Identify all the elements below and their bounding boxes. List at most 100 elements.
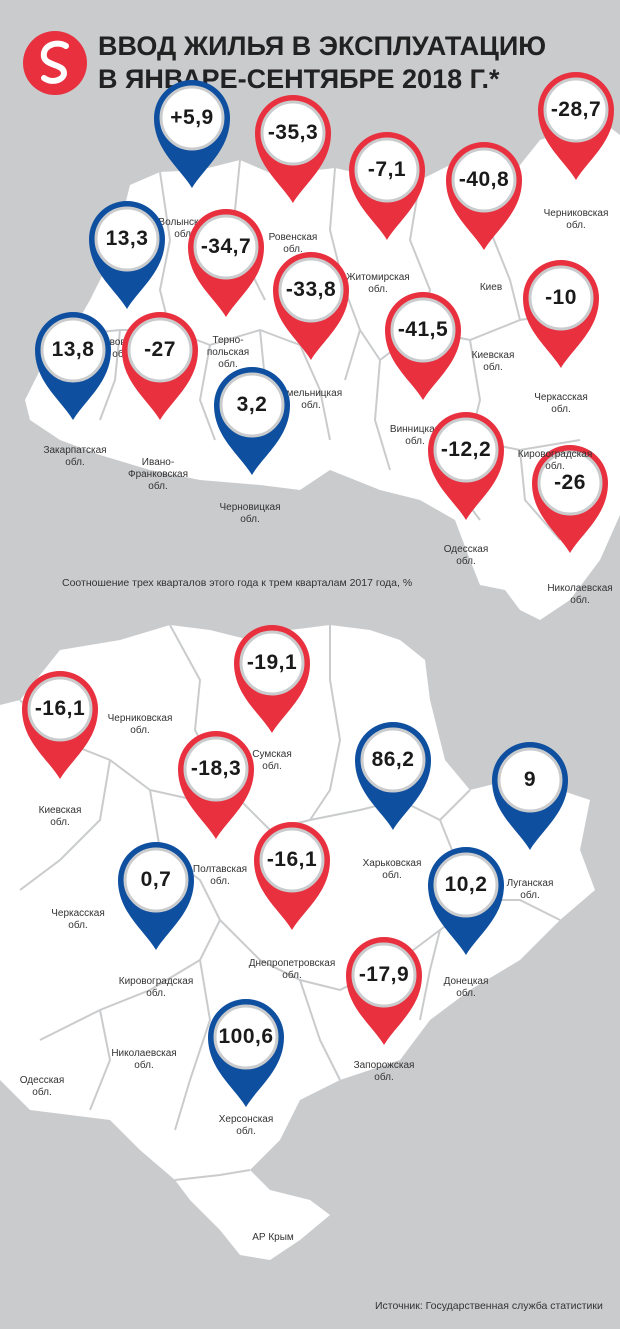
region-label-луганская: Луганская обл. [506,878,554,901]
region-label-львовская: Львовская обл. [97,337,147,360]
map-pin-icon [154,80,230,188]
map-pin-icon [532,445,608,553]
region-label-черкасская: Черкасская обл. [534,392,588,415]
region-label-николаевская: Николаевская обл. [111,1048,177,1071]
map-pin-west-хмельницкая: -33,8 [268,247,354,365]
map-pin-east-харьковская: 86,2 [350,717,436,835]
region-label-днепропетровская: Днепропетровская обл. [248,958,336,981]
map-pin-west-киев: -40,8 [441,137,527,255]
pin-value: -41,5 [397,318,449,341]
pin-value: -16,1 [34,697,86,720]
map-pin-icon [349,132,425,240]
map-pin-west-ивано: -27 [117,307,203,425]
pin-value: -35,3 [267,121,319,144]
pin-value: -34,7 [200,235,252,258]
page-title: ВВОД ЖИЛЬЯ В ЭКСПЛУАТАЦИЮ В ЯНВАРЕ-СЕНТЯ… [98,30,546,96]
map-pin-icon [523,260,599,368]
map-pin-icon [118,842,194,950]
region-label-кировоградская: Кировоградская обл. [118,976,194,999]
map-pin-east-кировоградская: 0,7 [113,837,199,955]
pin-value: -27 [144,338,176,361]
region-label-николаевская: Николаевская обл. [547,583,613,606]
pin-value: 13,3 [105,227,149,250]
map-pin-icon [188,209,264,317]
pin-value: -7,1 [367,158,407,181]
map-pin-west-черниковская: -28,7 [533,67,619,185]
map-pin-east-запорожская: -17,9 [341,932,427,1050]
region-label-черновицкая: Черновицкая обл. [219,502,281,525]
map-pin-east-луганская: 9 [487,737,573,855]
map-pin-icon [355,722,431,830]
map-pin-icon [208,999,284,1107]
pin-value: -10 [545,286,577,309]
region-label-одесская: Одесская обл. [443,544,489,567]
region-label-киевская: Киевская обл. [471,350,515,373]
pin-value: 86,2 [371,748,415,771]
map-pin-east-херсонская: 100,6 [203,994,289,1112]
map-pin-west-закарпатская: 13,8 [30,307,116,425]
map-pin-icon [385,292,461,400]
map-pin-icon [492,742,568,850]
region-label-запорожская: Запорожская обл. [353,1060,415,1083]
region-label-донецкая: Донецкая обл. [443,976,489,999]
pin-value: -28,7 [550,98,602,121]
title-line-2: В ЯНВАРЕ-СЕНТЯБРЕ 2018 Г.* [98,64,500,94]
region-label-херсонская: Херсонская обл. [218,1114,274,1137]
map-pin-icon [254,822,330,930]
map-pin-west-винницкая: -41,5 [380,287,466,405]
region-label-черниковская: Черниковская обл. [107,713,173,736]
pin-value: -17,9 [358,963,410,986]
map-pin-west-черкасская: -10 [518,255,604,373]
map-pin-west-львовская: 13,3 [84,196,170,314]
map-pin-west-черновицкая: 3,2 [209,362,295,480]
map-pin-icon [446,142,522,250]
region-label-ровенская: Ровенская обл. [268,232,318,255]
map-pin-west-волынская: +5,9 [149,75,235,193]
region-label-ар-крым: АР Крым [252,1232,294,1243]
pin-value: 3,2 [236,393,268,416]
pin-value: -40,8 [458,168,510,191]
map-pin-icon [214,367,290,475]
region-label-закарпатская: Закарпатская обл. [43,445,107,468]
pin-value: 0,7 [140,868,172,891]
pin-value: -16,1 [266,848,318,871]
pin-value: +5,9 [170,106,214,129]
map-pin-icon [346,937,422,1045]
map-pin-east-донецкая: 10,2 [423,842,509,960]
region-label-черкасская: Черкасская обл. [51,908,105,931]
map-pin-icon [273,252,349,360]
pin-value: -19,1 [246,651,298,674]
map-pin-icon [428,412,504,520]
map-pin-west-ровенская: -35,3 [250,90,336,208]
map-pin-icon [538,72,614,180]
pin-value: 10,2 [444,873,488,896]
map-pin-east-сумская: -19,1 [229,620,315,738]
pin-value: 9 [523,768,537,791]
pin-value: 100,6 [218,1025,274,1048]
map-pin-west-житомирская: -7,1 [344,127,430,245]
map-pin-west-терно: -34,7 [183,204,269,322]
region-label-ивано: Ивано- Франковская обл. [127,457,189,492]
pin-value: -12,2 [440,438,492,461]
region-label-кировоградская: Кировоградская обл. [517,449,593,472]
map-pin-west-николаевская: -26 [527,440,613,558]
region-label-полтавская: Полтавская обл. [192,864,248,887]
map-pin-icon [22,671,98,779]
source-credit: Источник: Государственная служба статист… [375,1300,603,1312]
brand-logo [23,31,87,95]
map-pin-icon [89,201,165,309]
region-label-житомирская: Житомирская обл. [346,272,410,295]
region-label-хмельницкая: Хмельницкая обл. [279,388,343,411]
region-label-киев: Киев [479,282,503,293]
pin-value: -18,3 [190,757,242,780]
region-label-винницкая: Винницкая обл. [389,424,441,447]
east-region-borders [19,624,561,1181]
region-label-харьковская: Харьковская обл. [362,858,422,881]
pin-value: 13,8 [51,338,95,361]
map-pin-icon [234,625,310,733]
map-pin-icon [428,847,504,955]
map-footnote: Соотношение трех кварталов этого года к … [62,577,413,589]
region-label-киевская: Киевская обл. [38,805,82,828]
map-pin-east-полтавская: -18,3 [173,726,259,844]
region-label-сумская: Сумская обл. [252,749,292,772]
